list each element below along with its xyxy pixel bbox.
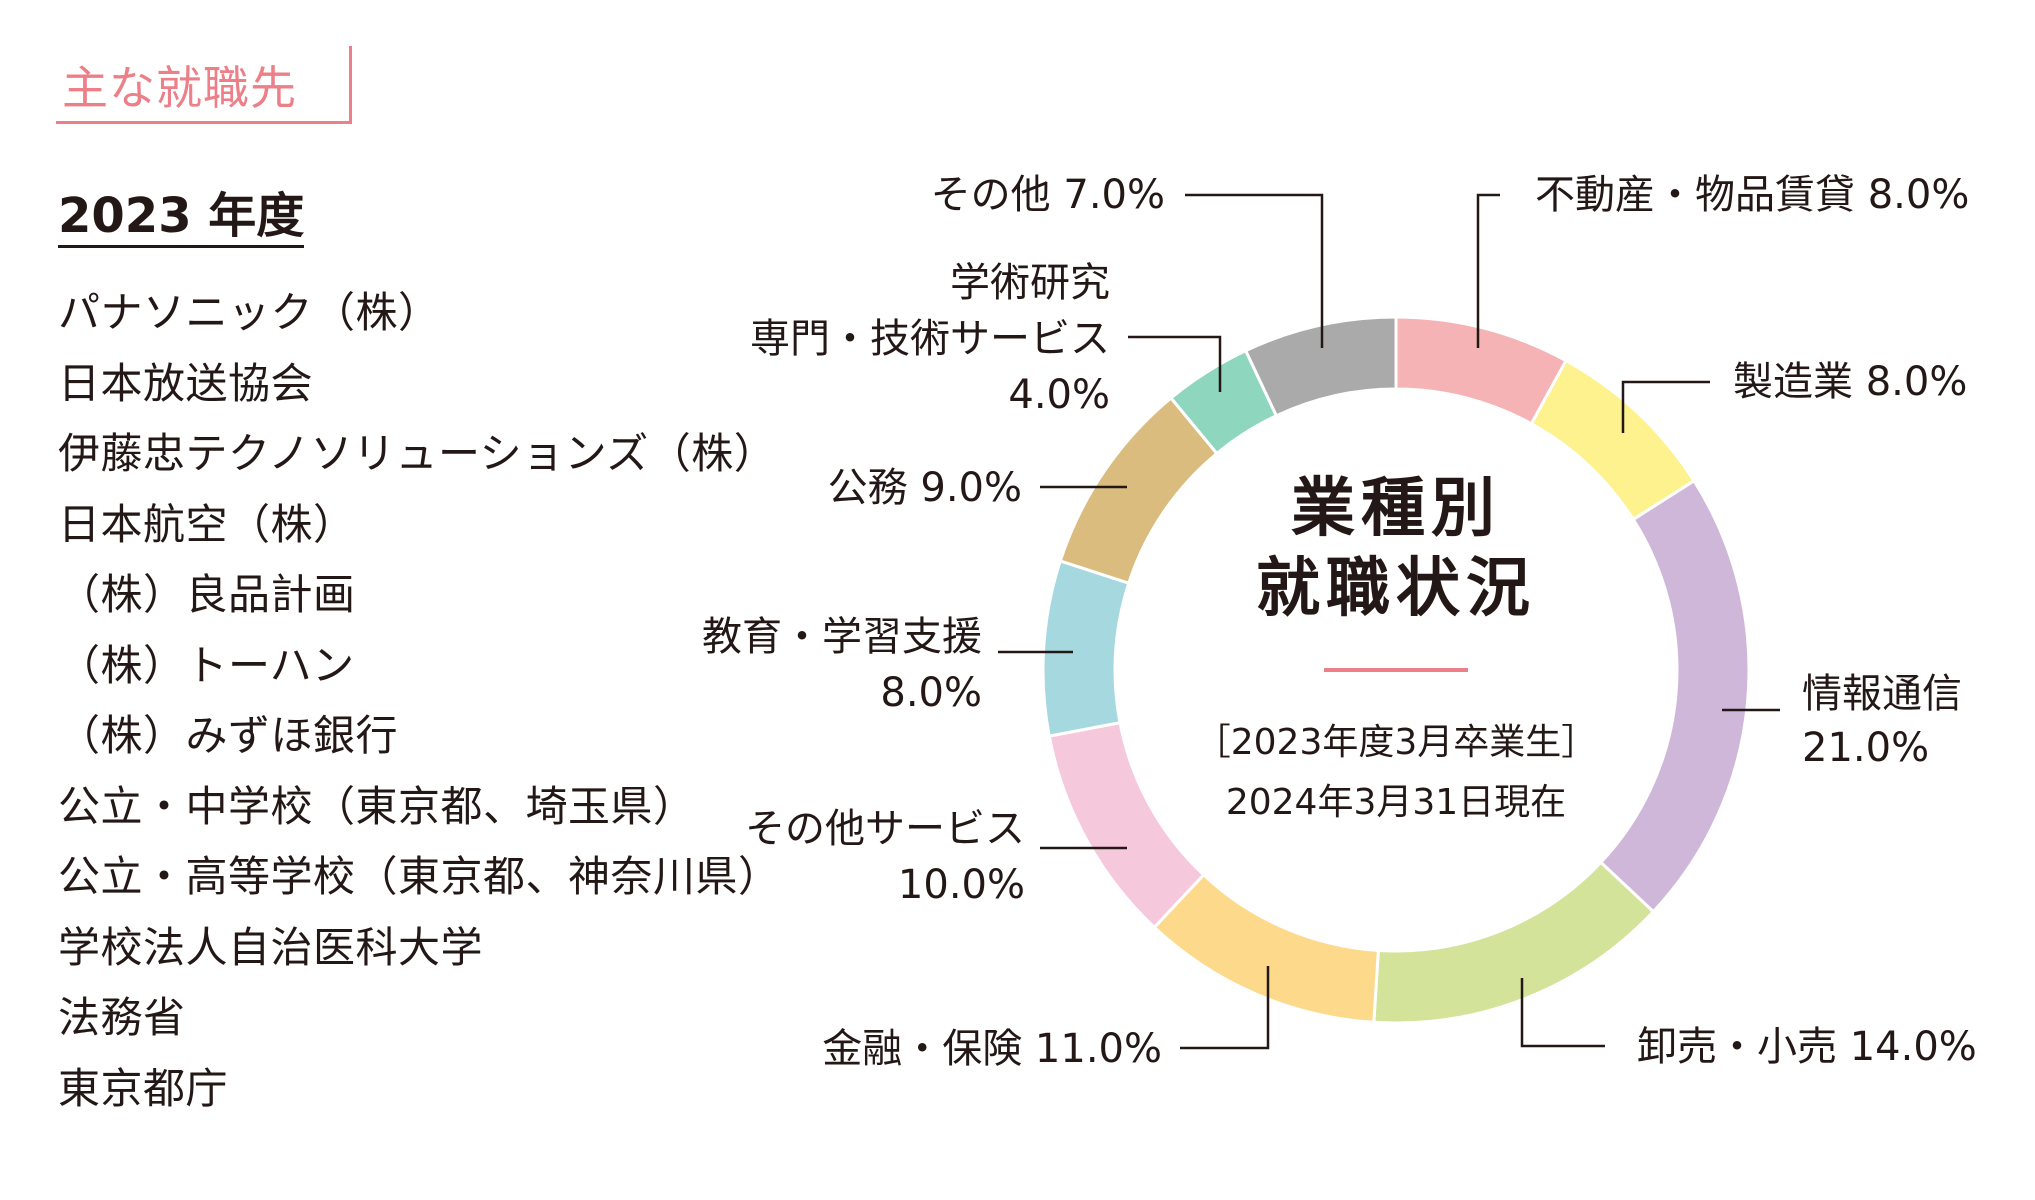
slice-label-9: その他 7.0% xyxy=(931,172,1165,218)
slice-label-4: 金融・保険 11.0% xyxy=(822,1026,1162,1072)
company-item: 学校法人自治医科大学 xyxy=(58,922,484,972)
slice-label-8: 4.0% xyxy=(1008,372,1110,418)
chart-title: 業種別 xyxy=(1291,472,1501,546)
slice-label-7: 公務 9.0% xyxy=(828,465,1022,511)
slice-label-6: 8.0% xyxy=(880,670,982,716)
donut-slice-9 xyxy=(1243,315,1398,418)
company-item: 公立・中学校（東京都、埼玉県） xyxy=(58,781,696,831)
section-header: 主な就職先 xyxy=(56,46,352,124)
leader-line-0 xyxy=(1476,193,1500,348)
slice-label-1: 製造業 8.0% xyxy=(1733,359,1967,405)
company-item: パナソニック（株） xyxy=(58,288,441,337)
chart-subtitle: ［2023年度3月卒業生］ xyxy=(1195,722,1598,763)
slice-label-2: 情報通信 xyxy=(1802,671,1962,717)
slice-label-3: 卸売・小売 14.0% xyxy=(1637,1024,1977,1070)
slice-label-8: 学術研究 xyxy=(950,260,1110,306)
donut-slice-2 xyxy=(1598,478,1751,914)
slice-label-0: 不動産・物品賃貸 8.0% xyxy=(1535,172,1969,218)
donut-slice-3 xyxy=(1372,860,1656,1025)
company-item: （株）みずほ銀行 xyxy=(58,711,399,760)
company-list: パナソニック（株） 日本放送協会伊藤忠テクノソリューションズ（株） 日本航空（株） （… xyxy=(58,278,781,1124)
leader-line-1 xyxy=(1621,380,1710,433)
slice-label-5: 10.0% xyxy=(898,862,1025,908)
slice-label-2: 21.0% xyxy=(1802,725,1929,771)
company-item: （株）トーハン xyxy=(58,640,355,690)
section-title: 主な就職先 xyxy=(62,61,297,115)
donut-slice-5 xyxy=(1047,720,1206,930)
year-heading: 2023 年度 xyxy=(58,190,305,248)
chart-subtitle: 2024年3月31日現在 xyxy=(1226,782,1566,823)
company-item: 法務省 xyxy=(58,993,186,1042)
company-item: 伊藤忠テクノソリューションズ（株） xyxy=(58,429,777,478)
chart-title: 就職状況 xyxy=(1256,552,1536,626)
leader-line-3 xyxy=(1520,978,1605,1048)
donut-slice-6 xyxy=(1041,559,1131,738)
slice-label-6: 教育・学習支援 xyxy=(702,614,982,660)
company-item: 日本放送協会 xyxy=(58,358,314,408)
company-item: （株）良品計画 xyxy=(58,570,356,619)
company-item: 東京都庁 xyxy=(58,1063,229,1113)
slice-label-8: 専門・技術サービス xyxy=(750,316,1110,362)
slice-label-5: その他サービス xyxy=(745,806,1025,852)
leader-line-4 xyxy=(1180,966,1270,1050)
leader-line-8 xyxy=(1128,335,1222,392)
donut-slice-4 xyxy=(1152,872,1380,1024)
company-item: 公立・高等学校（東京都、神奈川県） xyxy=(58,852,781,901)
leader-line-9 xyxy=(1185,193,1324,348)
company-item: 日本航空（株） xyxy=(58,499,356,549)
